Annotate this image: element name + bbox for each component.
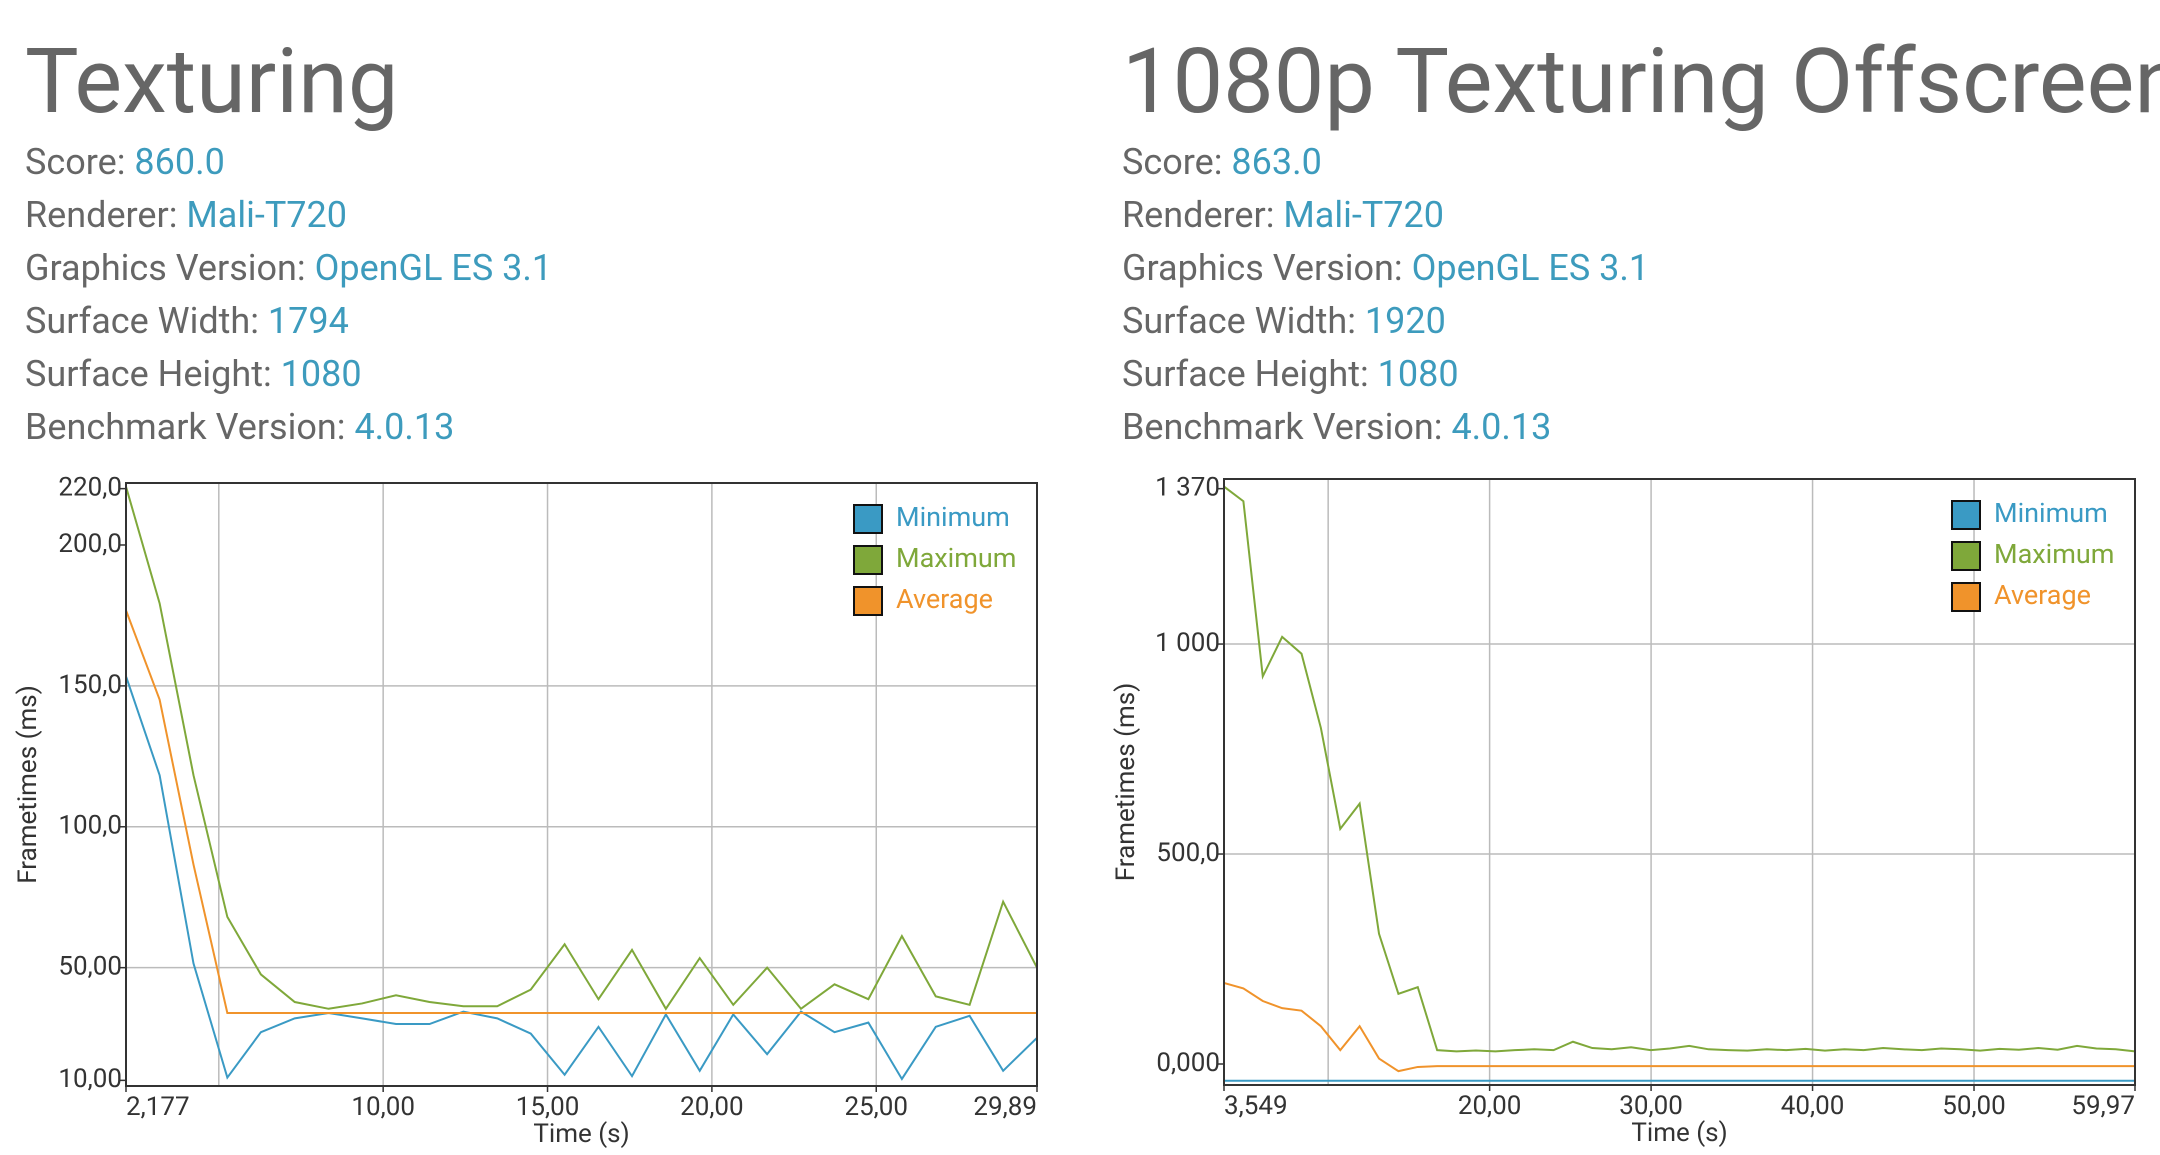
legend-label: Minimum — [896, 501, 1010, 533]
y-tick-label: 1 000 — [1155, 628, 1220, 658]
info-line: Graphics Version: OpenGL ES 3.1 — [1122, 247, 1649, 289]
legend-swatch — [1951, 582, 1981, 612]
info-label: Graphics Version: — [25, 247, 306, 289]
legend-label: Maximum — [1994, 538, 2114, 570]
info-value: 863.0 — [1231, 141, 1321, 183]
series-line — [126, 610, 1037, 1015]
info-value: 1794 — [268, 300, 349, 342]
info-value: 1920 — [1365, 300, 1446, 342]
x-axis-label: Time (s) — [1631, 1118, 1727, 1148]
info-line: Score: 860.0 — [25, 141, 225, 183]
series-line — [126, 486, 1037, 1011]
x-tick-label: 15,00 — [516, 1092, 580, 1122]
legend-label: Average — [896, 583, 993, 615]
legend-label: Average — [1994, 579, 2091, 611]
y-tick-label: 10,00 — [58, 1064, 122, 1094]
legend-swatch — [853, 545, 883, 575]
y-tick-label: 150,0 — [58, 670, 122, 700]
info-value: OpenGL ES 3.1 — [315, 247, 553, 289]
info-value: 1080 — [281, 353, 362, 395]
y-tick-label: 0,000 — [1156, 1048, 1220, 1078]
info-label: Surface Width: — [25, 300, 259, 342]
info-line: Graphics Version: OpenGL ES 3.1 — [25, 247, 552, 289]
x-tick-label: 3,549 — [1224, 1091, 1288, 1121]
y-axis-label: Frametimes (ms) — [1111, 683, 1141, 882]
y-tick-label: 200,0 — [58, 529, 122, 559]
info-line: Surface Width: 1794 — [25, 300, 349, 342]
info-value: Mali-T720 — [1283, 194, 1444, 236]
info-line: Surface Height: 1080 — [25, 353, 362, 395]
info-label: Renderer: — [1122, 194, 1274, 236]
x-tick-label: 59,97 — [2071, 1091, 2135, 1121]
chart: 0,000 500,0 1 000 1 370 3,549 20,00 30,00 40,00… — [1111, 473, 2136, 1148]
series-line — [1224, 485, 2135, 1053]
plot-area — [126, 483, 1037, 1086]
x-tick-label: 30,00 — [1619, 1091, 1683, 1121]
x-tick-label: 40,00 — [1781, 1091, 1845, 1121]
y-tick-label: 1 370 — [1155, 473, 1220, 503]
x-tick-label: 20,00 — [680, 1092, 744, 1122]
x-tick-label: 50,00 — [1942, 1091, 2006, 1121]
info-label: Score: — [25, 141, 125, 183]
info-label: Surface Width: — [1122, 300, 1356, 342]
info-line: Benchmark Version: 4.0.13 — [1122, 406, 1551, 448]
info-value: 860.0 — [134, 141, 224, 183]
x-tick-label: 10,00 — [351, 1092, 415, 1122]
plot-area — [1224, 479, 2135, 1085]
legend-swatch — [1951, 541, 1981, 571]
info-label: Surface Height: — [1122, 353, 1369, 395]
info-label: Score: — [1122, 141, 1222, 183]
x-tick-label: 2,177 — [126, 1092, 190, 1122]
x-axis-label: Time (s) — [533, 1119, 629, 1149]
y-tick-label: 50,00 — [58, 952, 122, 982]
info-value: Mali-T720 — [186, 194, 347, 236]
legend-label: Maximum — [896, 542, 1016, 574]
info-label: Benchmark Version: — [25, 406, 346, 448]
x-tick-label: 20,00 — [1458, 1091, 1522, 1121]
info-value: 1080 — [1378, 353, 1459, 395]
series-line — [1224, 981, 2135, 1073]
y-tick-label: 220,0 — [58, 473, 122, 503]
info-label: Benchmark Version: — [1122, 406, 1443, 448]
panel-title: 1080p Texturing Offscreen — [1122, 29, 2160, 134]
y-tick-label: 100,0 — [58, 811, 122, 841]
legend-swatch — [1951, 500, 1981, 530]
info-line: Surface Height: 1080 — [1122, 353, 1459, 395]
info-value: 4.0.13 — [1451, 406, 1551, 448]
info-label: Surface Height: — [25, 353, 272, 395]
info-line: Surface Width: 1920 — [1122, 300, 1446, 342]
info-label: Graphics Version: — [1122, 247, 1403, 289]
info-line: Renderer: Mali-T720 — [1122, 194, 1444, 236]
info-label: Renderer: — [25, 194, 177, 236]
plot-frame — [1223, 478, 2136, 1086]
info-value: 4.0.13 — [354, 406, 454, 448]
info-value: OpenGL ES 3.1 — [1412, 247, 1650, 289]
plot-frame — [125, 482, 1038, 1087]
x-tick-label: 25,00 — [844, 1092, 908, 1122]
info-line: Renderer: Mali-T720 — [25, 194, 347, 236]
panel-title: Texturing — [25, 29, 398, 134]
x-tick-label: 29,89 — [973, 1092, 1037, 1122]
legend-swatch — [853, 586, 883, 616]
info-line: Score: 863.0 — [1122, 141, 1322, 183]
info-line: Benchmark Version: 4.0.13 — [25, 406, 454, 448]
legend-label: Minimum — [1994, 497, 2108, 529]
y-tick-label: 500,0 — [1156, 838, 1220, 868]
y-axis-label: Frametimes (ms) — [13, 685, 43, 884]
series-line — [126, 675, 1037, 1081]
legend-swatch — [853, 504, 883, 534]
